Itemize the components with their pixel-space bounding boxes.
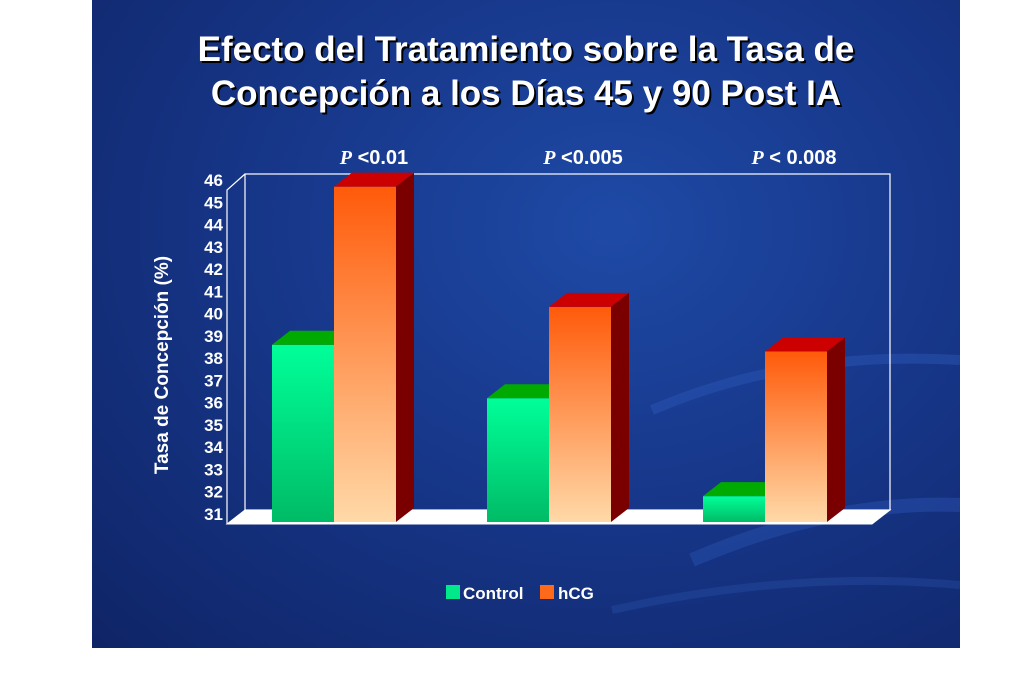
y-tick-label: 38 [204,349,223,368]
chart-title-line-2: Concepción a los Días 45 y 90 Post IA [210,74,842,113]
y-tick-label: 41 [204,282,223,301]
legend-label-hcg: hCG [558,584,594,603]
bar-hcg [765,337,845,522]
p-value-symbol: P [750,147,764,169]
y-tick-label: 44 [204,216,223,235]
slide: Efecto del Tratamiento sobre la Tasa de … [92,0,960,648]
p-value-label: P < 0.008 [750,147,836,169]
frame-left-edge [226,173,246,524]
bar-hcg-front [549,306,611,522]
y-tick-label: 34 [204,438,223,457]
y-tick-label: 37 [204,371,223,390]
bar-control [272,330,352,522]
y-tick-label: 35 [204,416,223,435]
bars [272,172,845,522]
bar-control-front [487,398,549,522]
bar-control [487,384,567,522]
legend-swatch-hcg [540,585,554,599]
p-value-text: <0.005 [555,147,622,169]
bar-hcg [549,292,629,522]
y-tick-label: 43 [204,238,223,257]
chart-title: Efecto del Tratamiento sobre la Tasa de … [92,28,960,116]
legend-label-control: Control [463,584,523,603]
swoosh-line [611,576,960,614]
bar-hcg-side [396,172,414,522]
bar-hcg-top [549,292,629,307]
y-tick-label: 39 [204,327,223,346]
p-value-symbol: P [542,147,556,169]
y-tick-label: 36 [204,394,223,413]
bar-control-top [703,482,783,497]
bar-hcg-front [765,351,827,522]
y-tick-label: 42 [204,260,223,279]
chart-title-line-1: Efecto del Tratamiento sobre la Tasa de [197,30,855,69]
y-tick-label: 31 [204,505,223,524]
y-axis-label: Tasa de Concepción (%) [152,256,173,474]
y-tick-label: 46 [204,171,223,190]
p-value-labels: P <0.01 P <0.005 P < 0.008 [339,147,837,169]
bar-hcg-top [765,337,845,352]
y-tick-label: 40 [204,305,223,324]
bar-hcg-side [611,292,629,522]
bar-chart: 31 32 33 34 35 36 37 38 39 40 41 42 43 44 45 46 Tasa de … [152,147,960,614]
y-tick-label: 32 [204,483,223,502]
p-value-text: <0.01 [352,147,408,169]
bar-control-top [487,384,567,399]
p-value-label: P <0.005 [542,147,623,169]
y-tick-label: 33 [204,460,223,479]
bar-hcg-front [334,186,396,522]
y-tick-label: 45 [204,193,223,212]
bar-control-front [703,496,765,522]
bar-hcg-top [334,172,414,187]
bar-control-front [272,344,334,522]
bar-hcg-side [827,337,845,522]
legend: Control hCG [446,584,594,603]
bar-control [703,482,783,522]
y-axis: 31 32 33 34 35 36 37 38 39 40 41 42 43 44 45 46 Tasa de … [152,171,224,524]
bar-control-top [272,330,352,345]
p-value-label: P <0.01 [339,147,408,169]
bar-hcg [334,172,414,522]
legend-swatch-control [446,585,460,599]
p-value-symbol: P [339,147,353,169]
p-value-text: < 0.008 [764,147,837,169]
